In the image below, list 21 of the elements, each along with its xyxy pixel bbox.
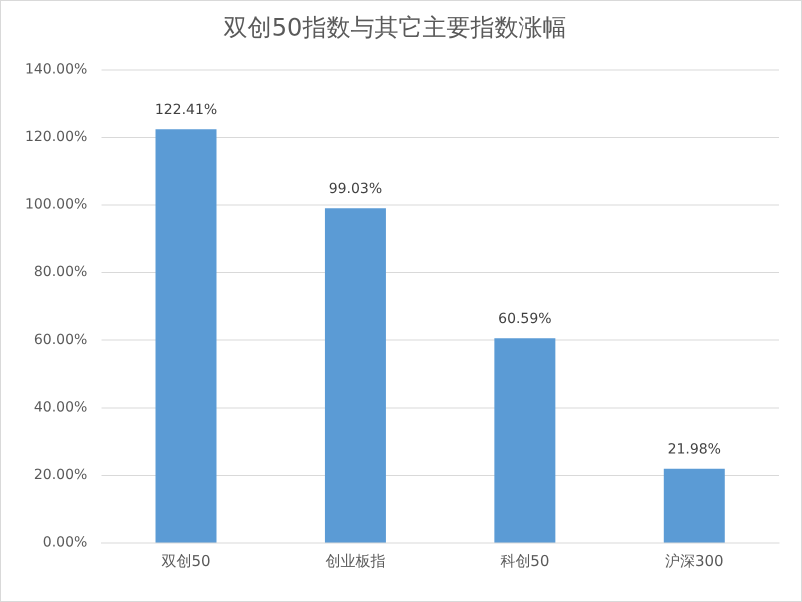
y-tick-label: 40.00% — [34, 399, 88, 416]
y-tick-label: 80.00% — [34, 264, 88, 280]
y-tick-label: 0.00% — [42, 534, 88, 551]
x-tick-label: 科创50 — [500, 552, 550, 570]
data-label: 21.98% — [668, 441, 721, 458]
chart-title: 双创50指数与其它主要指数涨幅 — [224, 14, 566, 42]
data-label: 99.03% — [328, 180, 382, 197]
bar — [494, 338, 556, 542]
y-tick-label: 120.00% — [24, 129, 88, 146]
x-tick-label: 创业板指 — [325, 552, 386, 570]
bar — [156, 129, 216, 542]
bar — [664, 468, 725, 542]
x-tick-label: 沪深300 — [664, 552, 724, 570]
y-tick-label: 60.00% — [34, 332, 88, 348]
y-tick-label: 140.00% — [24, 61, 88, 78]
data-label: 122.41% — [154, 102, 218, 118]
y-tick-label: 20.00% — [34, 467, 88, 484]
y-tick-label: 100.00% — [24, 196, 88, 213]
bar — [324, 208, 386, 542]
data-label: 60.59% — [498, 310, 552, 327]
x-tick-label: 双创50 — [161, 552, 211, 570]
